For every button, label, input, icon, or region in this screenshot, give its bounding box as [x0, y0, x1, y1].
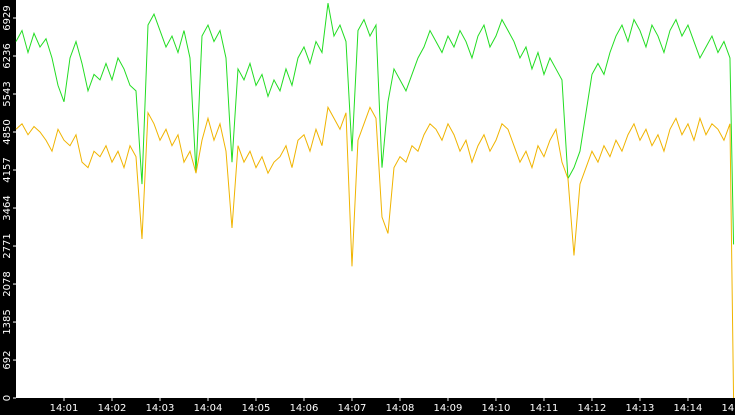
- x-tick-label: 14:11: [530, 403, 559, 414]
- y-axis-band: [0, 0, 16, 415]
- y-tick-label: 692: [2, 351, 13, 370]
- x-tick-label: 14:01: [50, 403, 79, 414]
- x-tick-label: 14:09: [434, 403, 463, 414]
- x-tick-label: 14:07: [338, 403, 367, 414]
- y-tick-label: 4157: [2, 157, 13, 182]
- x-tick-label: 14:15: [722, 403, 735, 414]
- y-tick-label: 3464: [2, 195, 13, 220]
- x-tick-label: 14:10: [482, 403, 511, 414]
- y-tick-label: 1385: [2, 309, 13, 334]
- x-tick-label: 14:05: [242, 403, 271, 414]
- x-tick-label: 14:02: [98, 403, 127, 414]
- y-tick-label: 2771: [2, 233, 13, 258]
- y-tick-label: 5543: [2, 81, 13, 106]
- x-tick-label: 14:06: [290, 403, 319, 414]
- x-tick-label: 14:08: [386, 403, 415, 414]
- y-tick-label: 6929: [2, 5, 13, 30]
- y-tick-label: 6236: [2, 43, 13, 68]
- y-tick-label: 2078: [2, 271, 13, 296]
- x-tick-label: 14:13: [626, 403, 655, 414]
- x-tick-label: 14:03: [146, 403, 175, 414]
- y-tick-label: 4850: [2, 119, 13, 144]
- x-tick-label: 14:04: [194, 403, 223, 414]
- y-tick-label: 0: [2, 395, 13, 401]
- series-line: [15, 105, 735, 399]
- x-tick-label: 14:14: [674, 403, 703, 414]
- series-line: [15, 3, 735, 245]
- x-axis-band: [0, 398, 735, 415]
- x-tick-label: 14:12: [578, 403, 607, 414]
